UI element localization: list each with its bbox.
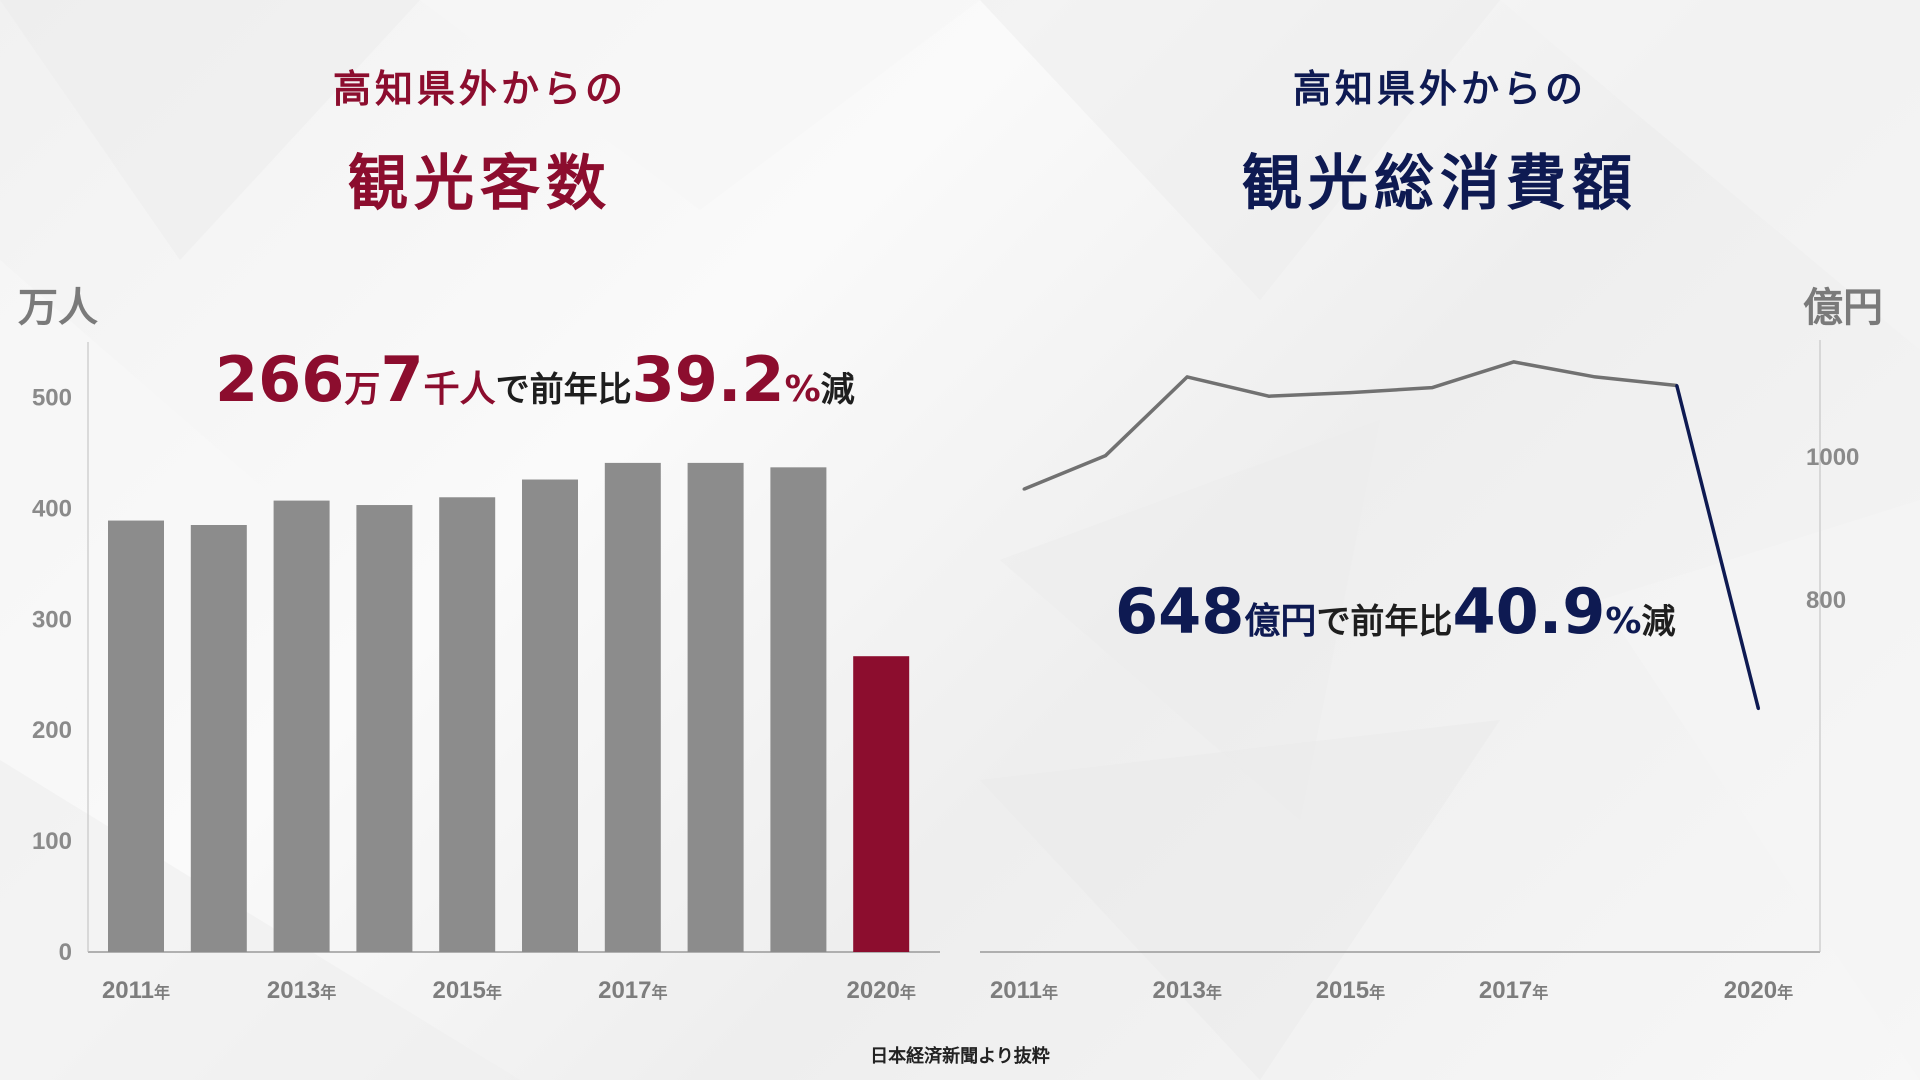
bar-2013 [273,500,330,952]
right-y-unit: 億円 [1803,285,1883,331]
right-callout: 648億円で前年比40.9%減 [1115,575,1676,648]
right-callout-percent-sign: % [1605,601,1642,642]
left-y-tick-label: 400 [32,495,72,522]
right-callout-decrease: 減 [1641,602,1676,642]
left-callout-unit1: 万 [344,369,381,410]
left-callout-unit2: 千人 [423,369,496,410]
left-x-tick-label: 2020年 [846,977,915,1004]
point-2016 [1430,386,1434,390]
left-x-tick-label: 2017年 [598,977,667,1004]
left-y-tick-label: 100 [32,828,72,855]
point-2013 [1185,375,1189,379]
bar-2012 [190,525,247,952]
point-2011 [1022,487,1026,491]
right-x-tick-label: 2015年 [1316,977,1385,1004]
bar-2016 [522,479,578,952]
point-2020 [1756,707,1760,711]
right-callout-unit: 億円 [1244,601,1317,642]
right-x-tick-label: 2011年 [990,977,1058,1004]
bar-2015 [439,497,496,952]
left-callout: 266万7千人で前年比39.2%減 [215,343,855,416]
right-panel-heading: 高知県外からの 観光総消費額 [1190,58,1690,222]
series-line-2011-2019 [1023,360,1677,491]
left-x-tick-label: 2013年 [267,977,336,1004]
right-line-chart: 800 1000 2011年 2013年 2015年 2017年 2020年 [980,340,1859,1004]
right-y-tick-label: 800 [1806,587,1846,614]
left-y-tick-label: 200 [32,717,72,744]
left-x-tick-label: 2015年 [432,977,501,1004]
left-title: 観光客数 [348,149,612,219]
left-callout-text: で前年比 [495,370,632,410]
bar-2014 [356,505,413,952]
point-2019 [1675,384,1679,387]
left-callout-percent-sign: % [784,369,821,410]
bar-2011 [108,520,164,952]
right-x-tick-label: 2020年 [1724,977,1793,1004]
point-2015 [1348,391,1352,395]
bar-2019 [770,467,827,952]
right-callout-text: で前年比 [1316,602,1453,642]
left-y-unit: 万人 [18,285,98,331]
series-line-2019-2020 [1675,385,1761,710]
right-callout-value: 648 [1115,575,1245,648]
right-y-tick-label: 1000 [1806,444,1859,471]
bar-2018 [687,462,744,952]
right-x-tick-label: 2017年 [1479,977,1548,1004]
point-2018 [1593,375,1597,379]
left-x-tick-label: 2011年 [102,977,170,1004]
source-note: 日本経済新聞より抜粋 [870,1046,1050,1067]
bar-2020 [853,656,910,952]
left-y-tick-label: 500 [32,384,72,411]
left-y-tick-label: 300 [32,606,72,633]
right-callout-percent: 40.9 [1452,575,1606,648]
left-bar-chart: 0 100 200 300 400 500 2011年 2013年 2015年 2017年 2020… [32,342,940,1004]
left-panel-heading: 高知県外からの 観光客数 [280,58,680,222]
right-subtitle: 高知県外からの [1292,67,1587,111]
bar-2017 [604,462,661,952]
point-2014 [1267,394,1271,398]
left-y-tick-label: 0 [59,939,72,966]
point-2017 [1512,360,1516,364]
left-callout-value: 266 [215,343,345,416]
point-2012 [1104,454,1108,458]
right-title: 観光総消費額 [1242,149,1638,219]
left-subtitle: 高知県外からの [332,67,627,111]
left-callout-percent: 39.2 [631,343,785,416]
right-x-tick-label: 2013年 [1152,977,1221,1004]
left-callout-decrease: 減 [820,370,855,410]
left-callout-value2: 7 [380,343,424,416]
